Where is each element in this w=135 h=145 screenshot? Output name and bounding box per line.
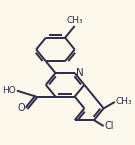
Text: CH₃: CH₃ xyxy=(66,16,83,25)
Text: O: O xyxy=(18,103,26,113)
Text: N: N xyxy=(76,68,84,78)
Text: CH₃: CH₃ xyxy=(116,97,133,106)
Text: HO: HO xyxy=(2,86,16,95)
Text: Cl: Cl xyxy=(105,121,114,131)
